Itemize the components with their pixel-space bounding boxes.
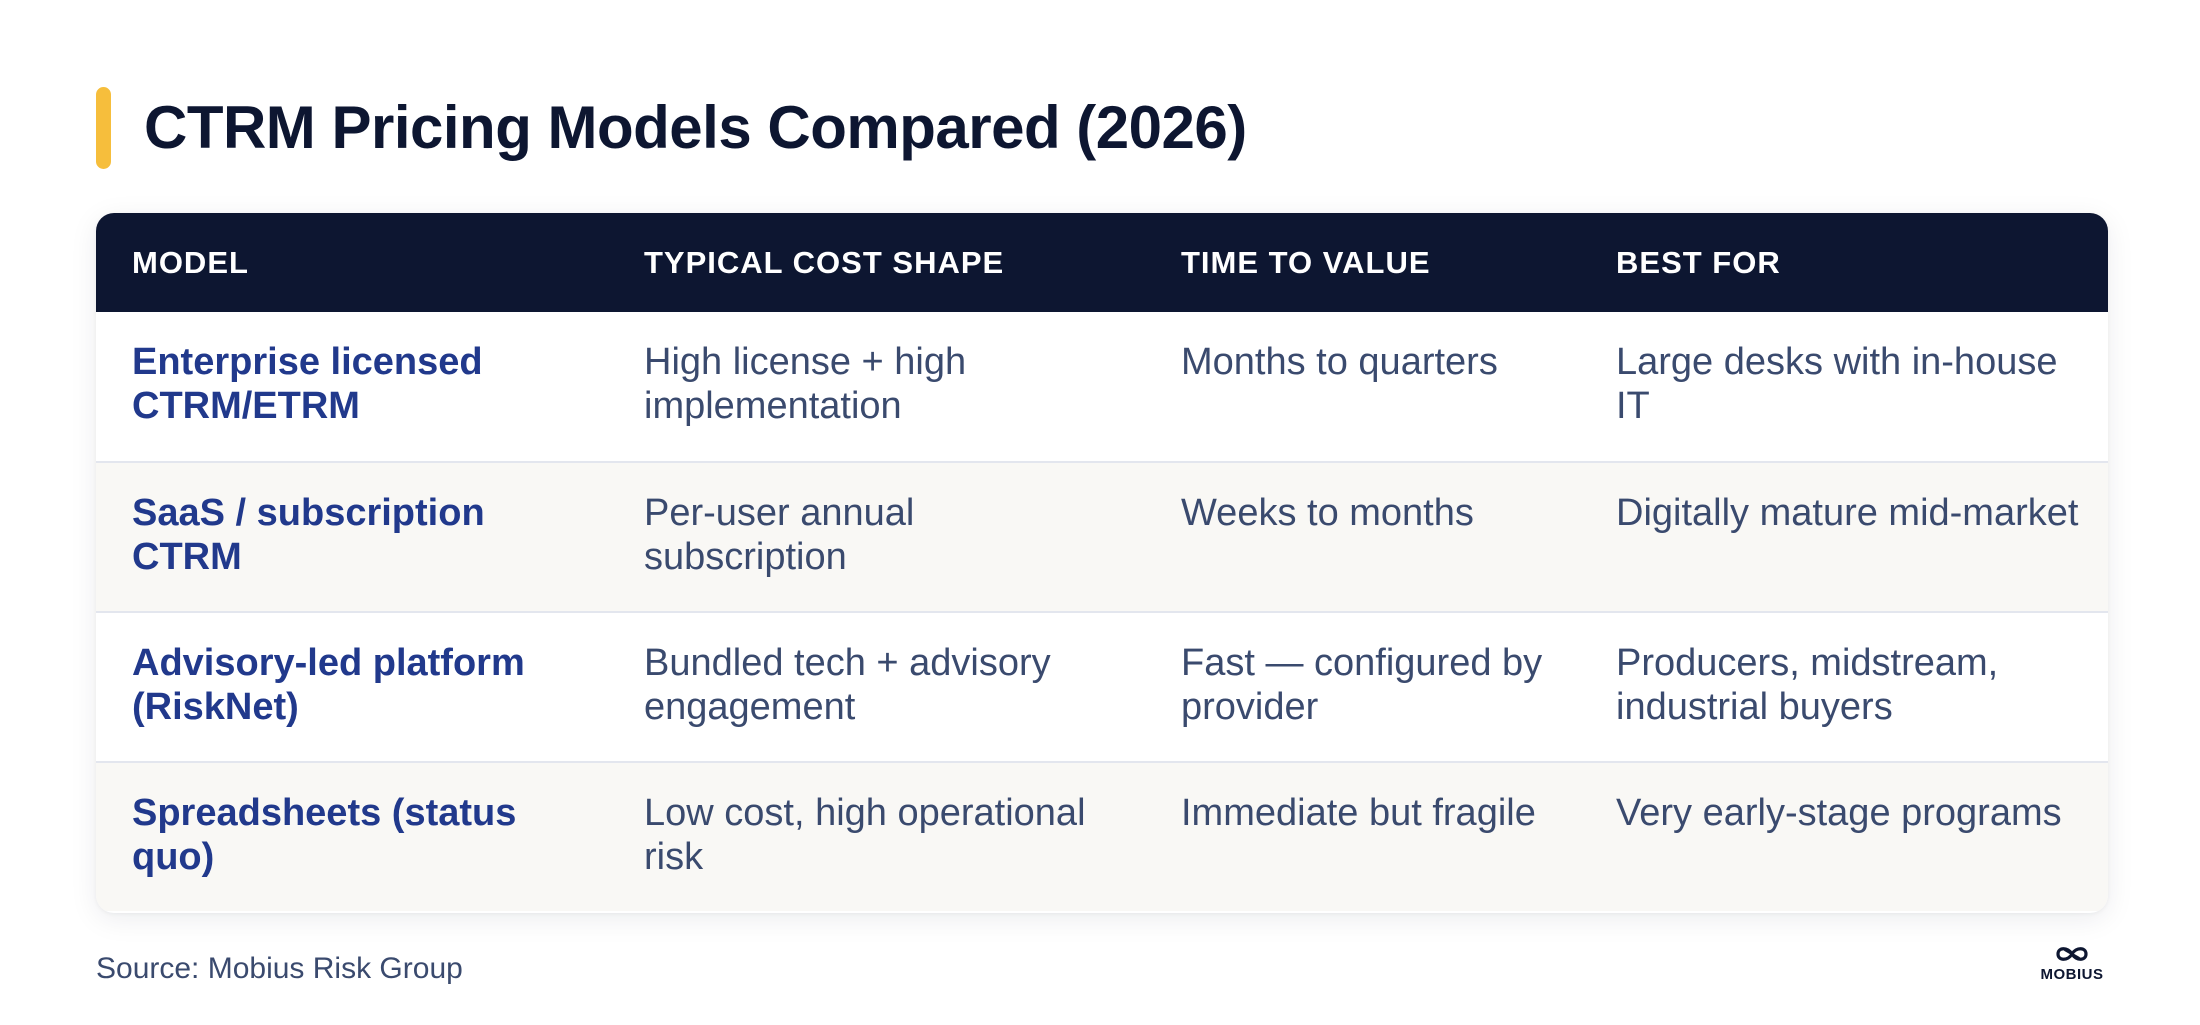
table-header: MODEL TYPICAL COST SHAPE TIME TO VALUE B… xyxy=(96,213,2108,312)
header-model: MODEL xyxy=(132,244,249,280)
table-row: Enterprise licensed CTRM/ETRM High licen… xyxy=(96,312,2108,462)
cell-time-to-value: Fast — configured by provider xyxy=(1181,642,1543,728)
cell-time-to-value: Months to quarters xyxy=(1181,341,1498,383)
table-row: SaaS / subscription CTRM Per-user annual… xyxy=(96,462,2108,612)
pricing-models-table: MODEL TYPICAL COST SHAPE TIME TO VALUE B… xyxy=(96,213,2108,911)
title-accent-bar xyxy=(96,87,111,169)
cell-best-for: Large desks with in-house IT xyxy=(1616,341,2058,427)
table-row: Advisory-led platform (RiskNet) Bundled … xyxy=(96,612,2108,762)
page-title: CTRM Pricing Models Compared (2026) xyxy=(144,94,1247,161)
cell-best-for: Digitally mature mid-market xyxy=(1616,492,2079,534)
mobius-logo: MOBIUS xyxy=(2032,944,2112,990)
title-block: CTRM Pricing Models Compared (2026) xyxy=(96,86,1247,170)
cell-model: SaaS / subscription CTRM xyxy=(132,492,485,578)
cell-model: Spreadsheets (status quo) xyxy=(132,792,517,878)
header-best-for: BEST FOR xyxy=(1616,244,1781,280)
cell-cost-shape: High license + high implementation xyxy=(644,341,967,427)
cell-cost-shape: Bundled tech + advisory engagement xyxy=(644,642,1051,728)
cell-best-for: Producers, midstream, industrial buyers xyxy=(1616,642,1999,728)
cell-time-to-value: Immediate but fragile xyxy=(1181,792,1536,834)
cell-time-to-value: Weeks to months xyxy=(1181,492,1474,534)
table-row: Spreadsheets (status quo) Low cost, high… xyxy=(96,762,2108,911)
cell-cost-shape: Per-user annual subscription xyxy=(644,492,915,578)
cell-model: Enterprise licensed CTRM/ETRM xyxy=(132,341,483,427)
pricing-table-card: MODEL TYPICAL COST SHAPE TIME TO VALUE B… xyxy=(96,213,2108,913)
mobius-infinity-icon xyxy=(2056,947,2088,961)
source-note: Source: Mobius Risk Group xyxy=(96,952,463,985)
table-header-row: MODEL TYPICAL COST SHAPE TIME TO VALUE B… xyxy=(96,213,2108,312)
cell-best-for: Very early-stage programs xyxy=(1616,792,2062,834)
cell-model: Advisory-led platform (RiskNet) xyxy=(132,642,525,728)
header-time-to-value: TIME TO VALUE xyxy=(1181,244,1431,280)
cell-cost-shape: Low cost, high operational risk xyxy=(644,792,1086,878)
logo-wordmark: MOBIUS xyxy=(2040,966,2104,983)
table-body: Enterprise licensed CTRM/ETRM High licen… xyxy=(96,312,2108,911)
header-cost-shape: TYPICAL COST SHAPE xyxy=(644,244,1005,280)
